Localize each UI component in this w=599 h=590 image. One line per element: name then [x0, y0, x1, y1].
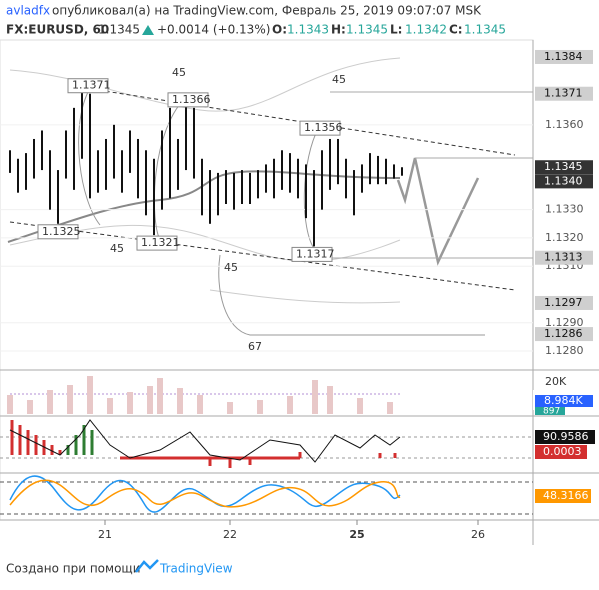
- band-lower: [209, 289, 401, 304]
- pivot-label: 1.1317: [296, 247, 335, 260]
- price-tick-label: 1.1360: [545, 118, 584, 131]
- pivot-box: [67, 78, 109, 94]
- price-tick-label: 1.1280: [545, 344, 584, 357]
- moving-average: [7, 170, 401, 243]
- ohlc-label: C:: [449, 23, 463, 37]
- price-tag-label: 1.1297: [544, 296, 583, 309]
- macd-tag: [535, 430, 595, 444]
- time-label: 25: [349, 528, 364, 541]
- price-tag: [535, 49, 593, 64]
- price-tag-label: 1.1286: [544, 327, 583, 340]
- macd-line: [9, 419, 401, 463]
- symbol: FX:EURUSD, 60: [6, 23, 109, 37]
- ohlc-value: 1.1343: [287, 23, 329, 37]
- trend-line: [9, 221, 516, 291]
- up-arrow: [142, 25, 154, 35]
- footer-brand[interactable]: TradingView: [159, 562, 233, 576]
- published: опубликовал(а) на TradingView.com, Февра…: [52, 4, 482, 18]
- macd-hist: [10, 420, 62, 455]
- footer-text: Создано при помощи: [6, 562, 141, 576]
- price: 1.1345: [98, 23, 140, 37]
- ohlc-label: L:: [390, 23, 402, 37]
- ohlc-value: 1.1342: [405, 23, 447, 37]
- ma-tag: [535, 407, 565, 415]
- change: +0.0014 (+0.13%): [157, 23, 270, 37]
- macd-hist: [120, 452, 397, 468]
- pivot-label: 1.1325: [42, 225, 81, 238]
- time-label: 21: [98, 528, 112, 541]
- pivot-box: [167, 92, 209, 108]
- count-label: 45: [110, 242, 124, 255]
- macd-hist: [66, 425, 94, 455]
- price-tag: [535, 295, 593, 310]
- pivot-label: 1.1356: [304, 121, 343, 134]
- price-tick-label: 1.1290: [545, 316, 584, 329]
- ma-tag-label: 897: [543, 407, 560, 417]
- fib-arc: [78, 91, 485, 336]
- time-label: 26: [471, 528, 485, 541]
- price-tick-label: 1.1320: [545, 231, 584, 244]
- macd-tag-label: 90.9586: [543, 430, 589, 443]
- price-tag-label: 1.1340: [544, 174, 583, 187]
- price-tag: [535, 160, 593, 175]
- ohlc-label: H:: [331, 23, 346, 37]
- volume-tag: [535, 395, 593, 407]
- volume-tag-label: 8.984K: [544, 394, 583, 407]
- price-tag-label: 1.1345: [544, 160, 583, 173]
- pivot-label: 1.1371: [72, 79, 111, 92]
- ohlc-label: O:: [272, 23, 287, 37]
- stoch-k: [9, 475, 401, 513]
- count-label: 67: [248, 340, 262, 353]
- volume-axis-label: 20K: [545, 375, 567, 388]
- price-tag: [535, 250, 593, 265]
- price-tag-label: 1.1384: [544, 50, 583, 63]
- pivot-box: [37, 224, 79, 240]
- count-label: 45: [332, 73, 346, 86]
- pivot-box: [136, 235, 178, 251]
- price-tick-label: 1.1330: [545, 203, 584, 216]
- brand-logo[interactable]: [135, 559, 159, 573]
- pivot-box: [291, 246, 333, 262]
- ohlc-value: 1.1345: [464, 23, 506, 37]
- count-label: 45: [224, 261, 238, 274]
- stoch-tag: [535, 489, 591, 503]
- price-tag-label: 1.1313: [544, 251, 583, 264]
- pivot-label: 1.1321: [141, 236, 180, 249]
- stoch-d: [9, 479, 401, 508]
- price-tag: [535, 86, 593, 101]
- price-tag-label: 1.1371: [544, 87, 583, 100]
- author[interactable]: avladfx: [6, 4, 50, 18]
- stoch-tag-label: 48.3166: [543, 489, 589, 502]
- pivot-label: 1.1366: [172, 93, 211, 106]
- macd-tag-label: 0.0003: [543, 445, 582, 458]
- volume-bars: [7, 376, 393, 414]
- price-tag: [535, 327, 593, 342]
- ohlc-value: 1.1345: [346, 23, 388, 37]
- macd-tag: [535, 445, 587, 459]
- pivot-box: [299, 120, 341, 136]
- time-label: 22: [223, 528, 237, 541]
- price-tag: [535, 174, 593, 189]
- count-label: 45: [172, 66, 186, 79]
- plot-frame: [0, 39, 534, 521]
